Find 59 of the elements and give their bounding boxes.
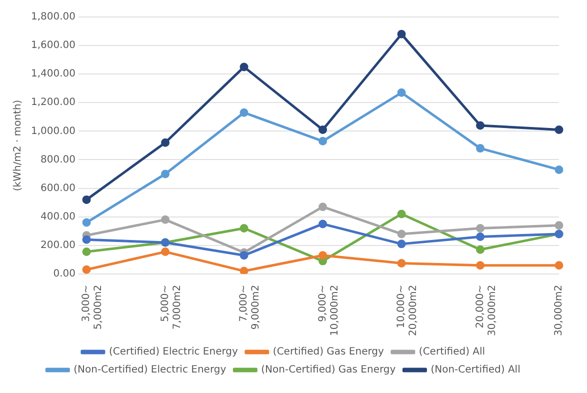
x-tick-label: 20,000~ 30,000m2 xyxy=(474,284,498,336)
point xyxy=(161,170,170,178)
point xyxy=(318,136,328,146)
y-tick-label: 600.00 xyxy=(40,182,76,194)
legend-label: (Non-Certified) Electric Energy xyxy=(74,364,226,376)
point xyxy=(476,121,485,130)
point xyxy=(240,108,248,117)
point xyxy=(240,62,248,72)
y-tick-label: 1,000.00 xyxy=(31,126,76,137)
y-axis-title: (kWh/m2 · month) xyxy=(12,100,24,192)
point xyxy=(397,240,406,248)
x-tick-label: 9,000~ 10,000m2 xyxy=(317,284,340,336)
point xyxy=(82,195,91,204)
y-tick-label: 1,200.00 xyxy=(31,97,76,108)
x-tick-label: 5,000~ 7,000m2 xyxy=(160,284,183,330)
point xyxy=(476,144,485,153)
point xyxy=(318,126,328,134)
y-tick-label: 0.00 xyxy=(53,268,76,280)
point xyxy=(161,138,170,147)
y-tick-label: 1,800.00 xyxy=(31,12,76,23)
point xyxy=(82,218,91,227)
y-tick-label: 200.00 xyxy=(40,240,76,251)
legend-label: (Certified) Gas Energy xyxy=(272,346,384,358)
y-tick-label: 1,600.00 xyxy=(31,40,76,52)
y-tick-label: 1,400.00 xyxy=(31,68,76,80)
point xyxy=(161,215,170,224)
point xyxy=(240,251,248,260)
point xyxy=(476,245,485,254)
x-tick-label: 30,000m2 xyxy=(554,284,565,336)
point xyxy=(318,202,328,212)
point xyxy=(476,232,485,242)
point xyxy=(318,220,328,228)
point xyxy=(397,258,406,268)
x-tick-label: 7,000~ 9,000m2 xyxy=(238,284,262,330)
point xyxy=(82,235,91,244)
point xyxy=(397,210,406,218)
point xyxy=(240,266,248,274)
y-tick-label: 800.00 xyxy=(40,154,76,166)
legend-label: (Non-Certified) All xyxy=(430,364,520,376)
point xyxy=(397,88,406,97)
point xyxy=(161,248,170,256)
point xyxy=(397,30,406,38)
x-tick-label: 10,000~ 20,000m2 xyxy=(396,284,420,336)
x-tick-label: 3,000~ 5,000m2 xyxy=(81,284,104,330)
point xyxy=(554,261,564,270)
point xyxy=(240,224,248,232)
y-tick-label: 400.00 xyxy=(40,211,76,222)
point xyxy=(554,221,564,230)
point xyxy=(82,248,91,256)
legend-label: (Certified) Electric Energy xyxy=(108,346,238,358)
point xyxy=(476,261,485,270)
point xyxy=(554,165,564,174)
point xyxy=(397,230,406,238)
point xyxy=(318,251,328,260)
point xyxy=(554,126,564,134)
point xyxy=(82,265,91,274)
legend-label: (Certified) All xyxy=(418,346,486,358)
legend-label: (Non-Certified) Gas Energy xyxy=(261,364,396,376)
point xyxy=(476,224,485,232)
